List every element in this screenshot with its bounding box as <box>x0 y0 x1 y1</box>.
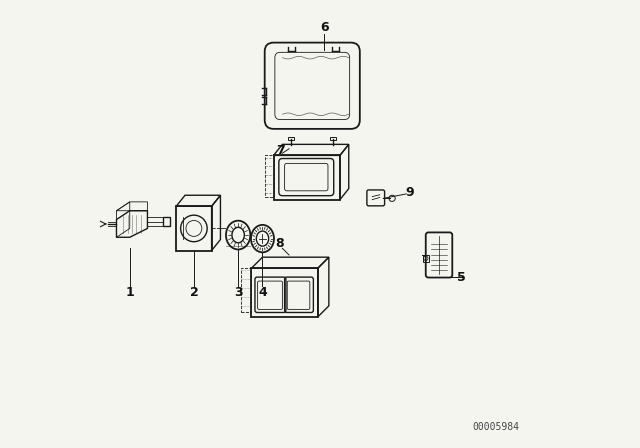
Text: 1: 1 <box>125 286 134 299</box>
Text: 5: 5 <box>457 271 466 284</box>
Text: 2: 2 <box>189 286 198 299</box>
Text: 6: 6 <box>320 21 329 34</box>
Text: 4: 4 <box>258 286 267 299</box>
Text: 7: 7 <box>276 145 285 158</box>
Bar <box>288 137 294 140</box>
Text: 8: 8 <box>275 237 284 250</box>
Bar <box>330 137 337 140</box>
Text: 00005984: 00005984 <box>472 422 519 432</box>
Text: 9: 9 <box>406 185 414 198</box>
Text: 3: 3 <box>234 286 243 299</box>
